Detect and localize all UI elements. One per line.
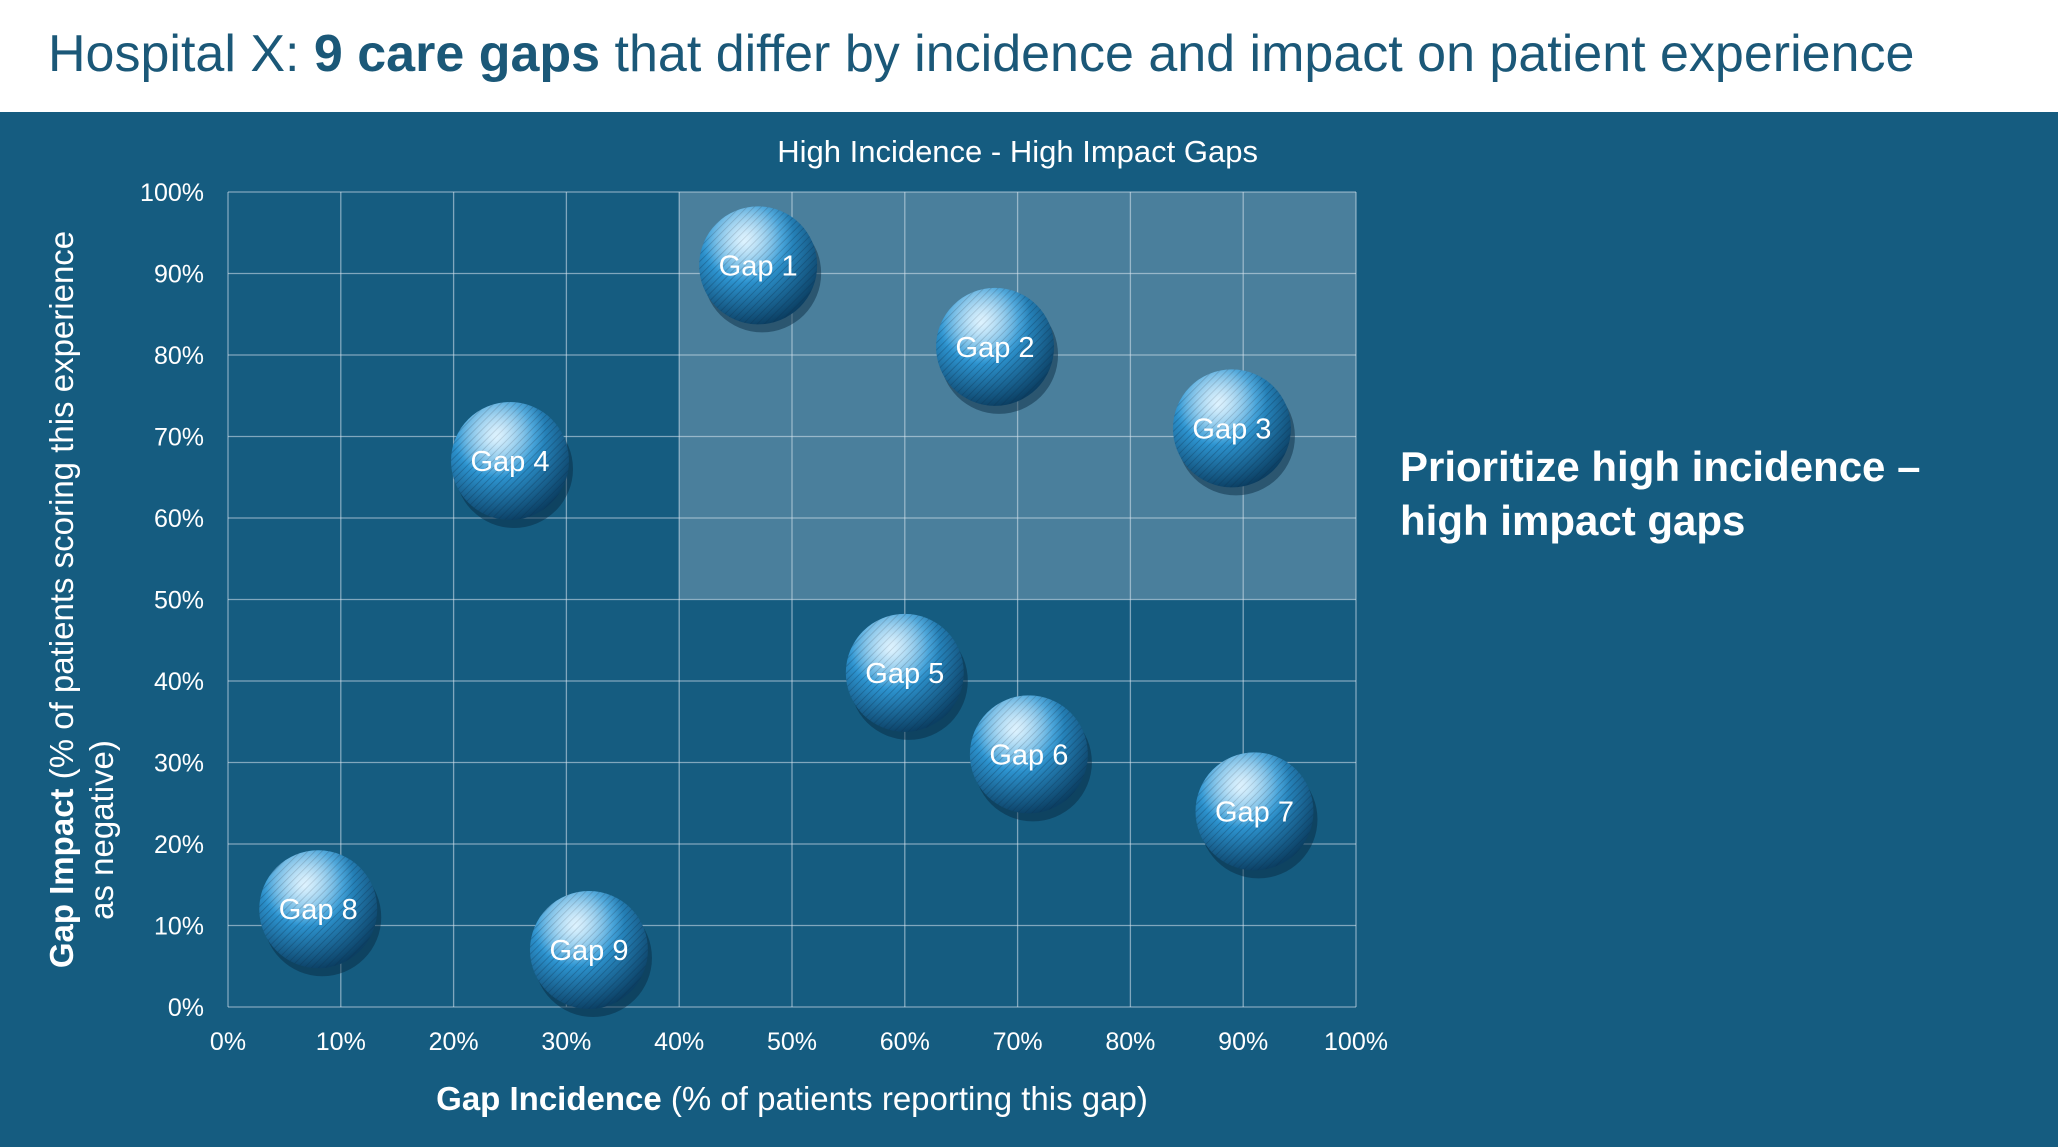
bubble-label: Gap 9 [549,935,628,967]
y-tick-label: 30% [154,750,204,778]
y-axis-label: Gap Impact (% of patients scoring this e… [43,231,80,968]
x-axis-label-bold: Gap Incidence [436,1080,662,1117]
bubble-label: Gap 4 [471,446,550,478]
x-tick-label: 70% [993,1028,1043,1056]
x-tick-label: 80% [1105,1028,1155,1056]
bubble-highlight [451,401,569,520]
scatter-chart: High Incidence - High Impact Gaps 0% 10% 20… [43,134,1388,1117]
bubble-label: Gap 1 [719,250,798,282]
bubble-highlight [969,695,1088,814]
region-label: High Incidence - High Impact Gaps [777,134,1258,169]
chart-panel: High Incidence - High Impact Gaps 0% 10% 20… [0,112,2058,1147]
y-tick-label: 80% [154,342,204,370]
bubble-label: Gap 2 [956,332,1035,364]
bubble-label: Gap 6 [989,739,1068,771]
bubble-label: Gap 3 [1192,413,1271,445]
title-bold: 9 care gaps [313,25,601,83]
y-tick-label: 50% [154,587,204,615]
x-axis-label-rest: (% of patients reporting this gap) [662,1080,1148,1117]
x-tick-label: 90% [1218,1028,1268,1056]
y-tick-label: 100% [140,179,204,207]
y-tick-label: 90% [154,261,204,289]
y-tick-label: 70% [154,424,204,452]
title-bar: Hospital X: 9 care gaps that differ by i… [0,0,2058,112]
bubble-highlight [699,206,818,325]
x-tick-label: 20% [429,1028,479,1056]
bubble-highlight [1172,369,1291,488]
y-axis-label-bold: Gap Impact [43,788,80,968]
x-axis-label: Gap Incidence (% of patients reporting t… [436,1080,1148,1117]
title-suffix: that differ by incidence and impact on p… [600,25,1915,83]
title-prefix: Hospital X: [48,25,314,83]
x-tick-label: 100% [1324,1028,1388,1056]
x-tick-label: 0% [210,1028,246,1056]
y-tick-label: 0% [168,994,204,1022]
bubble-highlight [1195,752,1314,871]
y-axis-label-rest: (% of patients scoring this experience [43,231,80,789]
x-tick-label: 30% [541,1028,591,1056]
x-tick-label: 40% [654,1028,704,1056]
bubble-highlight [259,850,378,969]
bubble-highlight [845,613,964,732]
bubble-highlight [529,890,648,1009]
bubble-highlight [936,287,1055,406]
x-tick-label: 50% [767,1028,817,1056]
bubble-label: Gap 5 [865,658,944,690]
bubble-label: Gap 7 [1215,796,1294,828]
x-tick-label: 10% [316,1028,366,1056]
y-tick-label: 60% [154,505,204,533]
y-axis-label-line2: as negative) [83,740,120,920]
x-tick-label: 60% [880,1028,930,1056]
y-tick-label: 10% [154,913,204,941]
slide-title: Hospital X: 9 care gaps that differ by i… [48,24,1914,84]
bubble-label: Gap 8 [279,894,358,926]
y-tick-label: 20% [154,831,204,859]
prioritize-note: Prioritize high incidence – high impact … [1400,443,1921,544]
y-tick-label: 40% [154,668,204,696]
